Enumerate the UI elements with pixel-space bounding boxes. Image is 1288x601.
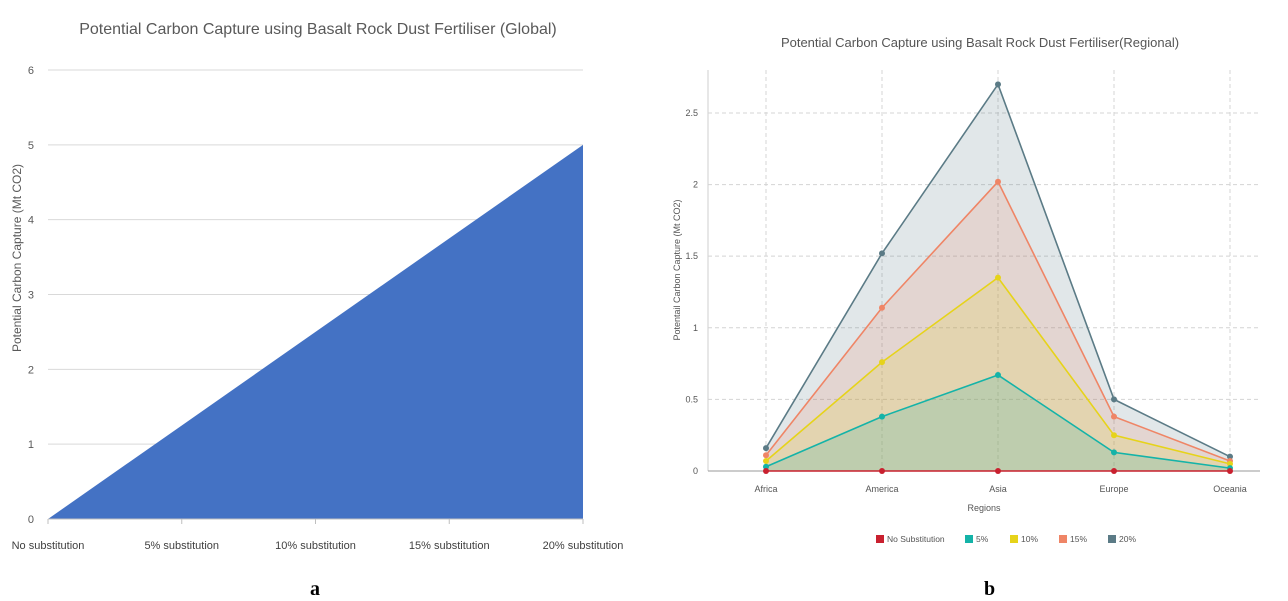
global-area-chart: Potential Carbon Capture using Basalt Ro… bbox=[10, 21, 624, 552]
y-tick-label: 0.5 bbox=[685, 394, 698, 404]
legend-swatch bbox=[1010, 535, 1018, 543]
regional-area-chart: Potential Carbon Capture using Basalt Ro… bbox=[672, 35, 1260, 544]
data-point bbox=[763, 445, 769, 452]
y-axis-title: Potential Carbon Capture (Mt CO2) bbox=[10, 164, 24, 352]
y-tick-label: 2.5 bbox=[685, 108, 698, 118]
data-point bbox=[995, 274, 1001, 281]
chart-title: Potential Carbon Capture using Basalt Ro… bbox=[79, 21, 557, 38]
y-tick-label: 4 bbox=[28, 215, 34, 227]
x-axis-title: Regions bbox=[967, 503, 1001, 513]
legend-swatch bbox=[1108, 535, 1116, 543]
x-tick-label: Asia bbox=[989, 484, 1007, 494]
y-tick-label: 1 bbox=[28, 439, 34, 451]
data-point bbox=[763, 457, 769, 464]
y-tick-label: 5 bbox=[28, 140, 34, 152]
y-tick-label: 1 bbox=[693, 323, 698, 333]
panel-label-a: a bbox=[310, 578, 320, 600]
data-point bbox=[995, 81, 1001, 88]
data-point bbox=[1111, 449, 1117, 456]
legend-entry: 10% bbox=[1021, 534, 1038, 544]
x-tick-label: 15% substitution bbox=[409, 540, 490, 552]
data-point bbox=[879, 413, 885, 420]
area-fill bbox=[48, 144, 583, 520]
x-tick-label: 5% substitution bbox=[144, 540, 219, 552]
x-tick-label: 10% substitution bbox=[275, 540, 356, 552]
y-tick-label: 0 bbox=[693, 466, 698, 476]
x-tick-label: No substitution bbox=[12, 540, 85, 552]
data-point bbox=[995, 178, 1001, 185]
y-axis-title: Potentail Carbon Capture (Mt CO2) bbox=[672, 199, 682, 340]
data-point bbox=[1227, 453, 1233, 460]
data-point bbox=[1111, 432, 1117, 439]
series-area bbox=[766, 181, 1230, 471]
y-tick-label: 2 bbox=[693, 180, 698, 190]
x-tick-label: Europe bbox=[1099, 484, 1128, 494]
chart-title: Potential Carbon Capture using Basalt Ro… bbox=[781, 35, 1179, 50]
legend: No Substitution 5% 10% 15% 20% bbox=[876, 534, 1136, 544]
x-tick-label: 20% substitution bbox=[543, 540, 624, 552]
x-tick-label: Oceania bbox=[1213, 484, 1247, 494]
legend-swatch bbox=[1059, 535, 1067, 543]
data-point bbox=[763, 452, 769, 459]
x-tick-label: America bbox=[865, 484, 898, 494]
legend-entry: 5% bbox=[976, 534, 989, 544]
data-point bbox=[763, 463, 769, 470]
data-point bbox=[1111, 413, 1117, 420]
data-point bbox=[995, 372, 1001, 379]
legend-entry: No Substitution bbox=[887, 534, 945, 544]
data-point bbox=[763, 468, 769, 474]
x-tick-label: Africa bbox=[754, 484, 777, 494]
data-point bbox=[1227, 468, 1233, 474]
data-point bbox=[879, 468, 885, 474]
data-point bbox=[879, 250, 885, 257]
global-chart-panel: Potential Carbon Capture using Basalt Ro… bbox=[0, 0, 640, 601]
data-point bbox=[995, 468, 1001, 474]
y-tick-label: 2 bbox=[28, 364, 34, 376]
data-point bbox=[879, 359, 885, 366]
data-point bbox=[1227, 460, 1233, 467]
legend-swatch bbox=[876, 535, 884, 543]
regional-chart-panel: Potential Carbon Capture using Basalt Ro… bbox=[640, 0, 1288, 601]
data-point bbox=[1111, 468, 1117, 474]
y-tick-label: 0 bbox=[28, 514, 34, 526]
legend-entry: 15% bbox=[1070, 534, 1087, 544]
y-tick-label: 1.5 bbox=[685, 251, 698, 261]
data-point bbox=[1111, 396, 1117, 403]
y-tick-label: 6 bbox=[28, 65, 34, 77]
data-point bbox=[879, 304, 885, 311]
panel-label-b: b bbox=[984, 578, 996, 600]
legend-entry: 20% bbox=[1119, 534, 1136, 544]
legend-swatch bbox=[965, 535, 973, 543]
y-tick-label: 3 bbox=[28, 290, 34, 302]
series-area bbox=[766, 375, 1230, 471]
